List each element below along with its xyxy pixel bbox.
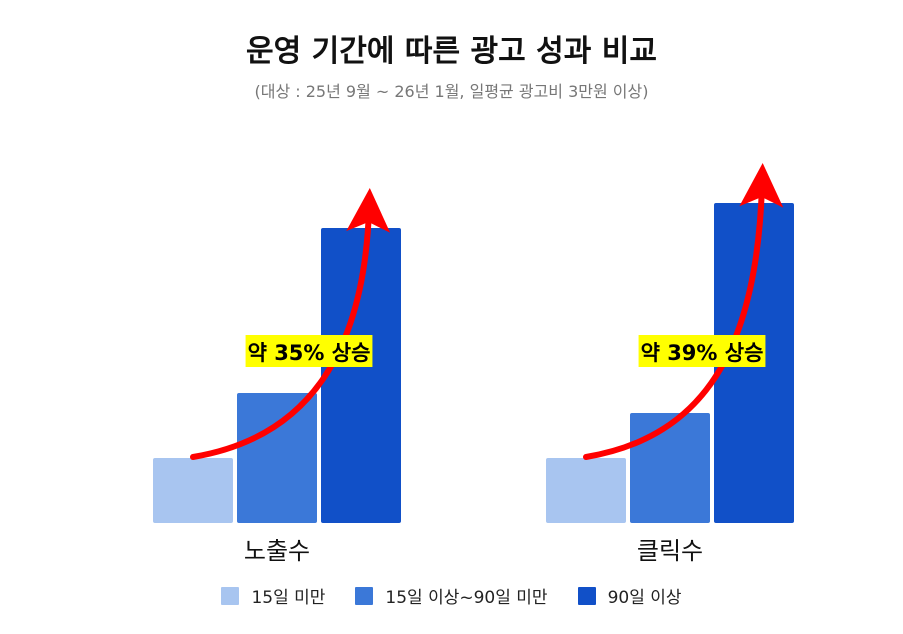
annotation-label: 약 39% 상승 — [641, 341, 764, 365]
bar-1-3 — [321, 228, 401, 523]
category-label: 노출수 — [244, 537, 310, 565]
annotation-label: 약 35% 상승 — [248, 341, 371, 365]
bar-1-1 — [153, 458, 233, 523]
legend-swatch — [355, 586, 374, 605]
bar-2-1 — [546, 458, 626, 523]
chart-title: 운영 기간에 따른 광고 성과 비교 — [245, 34, 658, 69]
legend-swatch — [221, 586, 240, 605]
legend-item: 15일 미만 — [221, 583, 325, 608]
annotation-highlight — [245, 335, 373, 367]
growth-arrow — [583, 163, 784, 460]
legend-item: 90일 이상 — [577, 583, 682, 608]
legend-label: 15일 이상~90일 미만 — [385, 588, 548, 608]
legend-label: 90일 이상 — [607, 588, 682, 608]
legend-item: 15일 이상~90일 미만 — [355, 583, 548, 608]
legend-swatch — [577, 586, 596, 605]
growth-arrow — [190, 188, 391, 460]
chart-legend: 15일 미만 15일 이상~90일 미만 90일 이상 — [0, 583, 903, 608]
chart-subtitle: (대상 : 25년 9월 ~ 26년 1월, 일평균 광고비 3만원 이상) — [254, 82, 649, 101]
bar-2-2 — [630, 413, 710, 523]
bar-1-2 — [237, 393, 317, 523]
category-label: 클릭수 — [637, 537, 703, 565]
annotation-highlight — [638, 335, 766, 367]
legend-label: 15일 미만 — [251, 588, 326, 608]
